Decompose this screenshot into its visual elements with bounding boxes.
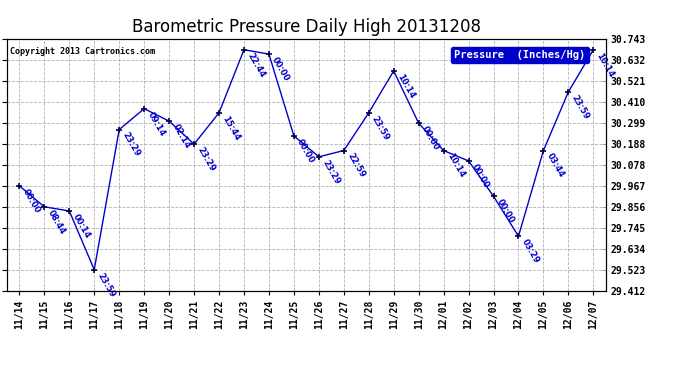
Text: 00:00: 00:00 [270,56,291,83]
Text: Copyright 2013 Cartronics.com: Copyright 2013 Cartronics.com [10,47,155,56]
Text: 22:44: 22:44 [246,51,266,79]
Text: 10:14: 10:14 [595,51,616,79]
Text: 23:29: 23:29 [195,146,217,173]
Text: 00:14: 00:14 [70,212,92,240]
Text: 23:59: 23:59 [570,93,591,121]
Text: 10:14: 10:14 [445,152,466,180]
Text: 23:29: 23:29 [121,131,141,159]
Text: 02:14: 02:14 [170,123,192,150]
Text: 03:44: 03:44 [545,152,566,180]
Text: 00:00: 00:00 [470,162,491,190]
Text: 22:59: 22:59 [345,152,366,180]
Text: 23:29: 23:29 [320,158,342,186]
Text: 23:59: 23:59 [96,271,117,298]
Text: 00:00: 00:00 [420,124,441,152]
Text: 09:14: 09:14 [146,110,167,138]
Text: 23:59: 23:59 [370,114,391,142]
Text: 00:00: 00:00 [295,137,316,165]
Text: 00:00: 00:00 [21,187,42,214]
Legend: Pressure  (Inches/Hg): Pressure (Inches/Hg) [451,47,589,63]
Text: 15:44: 15:44 [220,114,242,142]
Text: 08:44: 08:44 [46,208,67,236]
Title: Barometric Pressure Daily High 20131208: Barometric Pressure Daily High 20131208 [132,18,481,36]
Text: 00:00: 00:00 [495,198,516,225]
Text: 03:29: 03:29 [520,238,541,265]
Text: 10:14: 10:14 [395,72,416,100]
